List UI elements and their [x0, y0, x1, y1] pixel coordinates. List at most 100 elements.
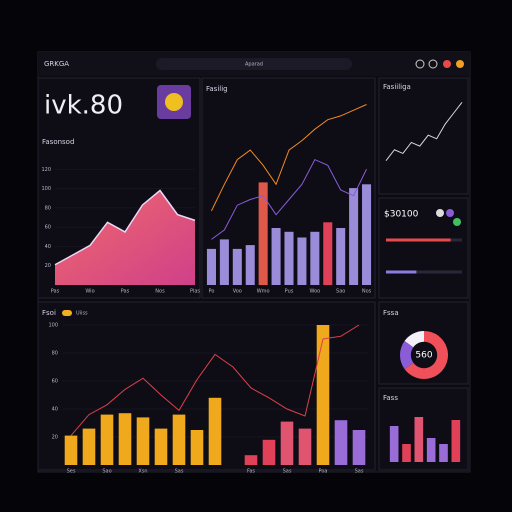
bar [297, 237, 307, 285]
x-tick-label: Woo [309, 289, 320, 295]
bar [136, 417, 150, 465]
pie-hole [410, 341, 438, 369]
bar [190, 430, 204, 465]
y-tick-label: 40 [52, 407, 58, 413]
bar [298, 428, 312, 465]
line [70, 324, 360, 436]
x-tick-label: Sas [355, 469, 364, 475]
avatar [436, 209, 444, 217]
x-tick-label: Pas [51, 289, 60, 295]
bar [262, 439, 276, 465]
icon[interactable] [443, 60, 451, 68]
bar [439, 444, 448, 462]
x-tick-label: Nos [362, 289, 372, 295]
y-tick-label: 80 [52, 351, 58, 357]
bar [310, 231, 320, 285]
bar [245, 245, 255, 285]
bar [323, 222, 333, 285]
icon[interactable] [456, 60, 464, 68]
panel [378, 77, 469, 195]
bar [219, 239, 229, 285]
panel-title: Fasiiliga [383, 83, 411, 91]
avatar [453, 218, 461, 226]
panel-title: Fasilig [206, 85, 228, 93]
x-tick-label: Sas [283, 469, 292, 475]
x-tick-label: Wio [85, 289, 94, 295]
y-tick-label: 120 [41, 167, 51, 173]
y-tick-label: 100 [48, 323, 58, 329]
icon[interactable] [415, 59, 425, 69]
bar [100, 414, 114, 465]
avatar [446, 209, 454, 217]
bar [414, 417, 424, 462]
y-tick-label: 20 [45, 263, 51, 269]
legend-swatch [62, 310, 72, 316]
bar [334, 420, 348, 465]
y-tick-label: 100 [41, 186, 51, 192]
bar [316, 325, 330, 465]
x-tick-label: Fas [247, 469, 255, 475]
panel-title: Fasonsod [42, 138, 74, 146]
panel-title: Fsoi [42, 309, 56, 317]
x-tick-label: Xsn [138, 469, 147, 475]
bar [208, 397, 222, 465]
x-tick-label: Wmo [257, 289, 270, 295]
line [211, 158, 367, 240]
y-tick-label: 60 [52, 379, 58, 385]
area [55, 190, 195, 285]
panel-title: Fass [383, 394, 398, 402]
y-tick-label: 20 [52, 435, 58, 441]
panel-title: Fssa [383, 309, 399, 317]
y-tick-label: 60 [45, 225, 51, 231]
y-tick-label: 80 [45, 205, 51, 211]
x-tick-label: Ses [67, 469, 76, 475]
icon[interactable] [428, 59, 438, 69]
area-edge [54, 189, 196, 266]
bar [118, 413, 132, 465]
x-tick-label: Pus [285, 289, 294, 295]
x-tick-label: Po [209, 289, 215, 295]
line [211, 104, 367, 212]
bar [154, 428, 168, 465]
bar [82, 428, 96, 465]
bar [362, 184, 372, 285]
progress-track [386, 270, 462, 274]
legend-label: Uiiss [76, 311, 88, 317]
brand: GRKGA [44, 60, 69, 68]
bar [426, 438, 436, 462]
bar [64, 435, 78, 465]
search-box[interactable] [156, 58, 352, 70]
x-tick-label: Nos [155, 289, 165, 295]
bar [284, 231, 294, 285]
kpi: ivk.80 [44, 91, 123, 121]
bar [244, 455, 258, 465]
y-tick-label: 40 [45, 244, 51, 250]
bar [271, 228, 281, 285]
x-tick-label: Voo [233, 289, 242, 295]
bar [336, 228, 346, 285]
x-tick-label: Poa [319, 469, 328, 475]
kpi-icon-face [165, 93, 183, 111]
x-tick-label: Sao [336, 289, 345, 295]
pie-center: 560 [415, 351, 432, 361]
bar [349, 188, 359, 285]
bar [389, 426, 399, 462]
bar [258, 182, 268, 285]
bar [352, 430, 366, 465]
bar [172, 414, 186, 465]
panel-title: $30100 [384, 210, 419, 220]
x-tick-label: Sao [102, 469, 111, 475]
bar [451, 420, 461, 462]
line [385, 101, 463, 162]
progress-bar [386, 270, 417, 274]
bar [206, 248, 216, 285]
bar [402, 444, 411, 462]
progress-bar [386, 238, 451, 242]
x-tick-label: Sas [175, 469, 184, 475]
search-text: Aparad [245, 62, 263, 68]
x-tick-label: Plas [190, 289, 200, 295]
bar [232, 248, 242, 285]
bar [280, 421, 294, 465]
